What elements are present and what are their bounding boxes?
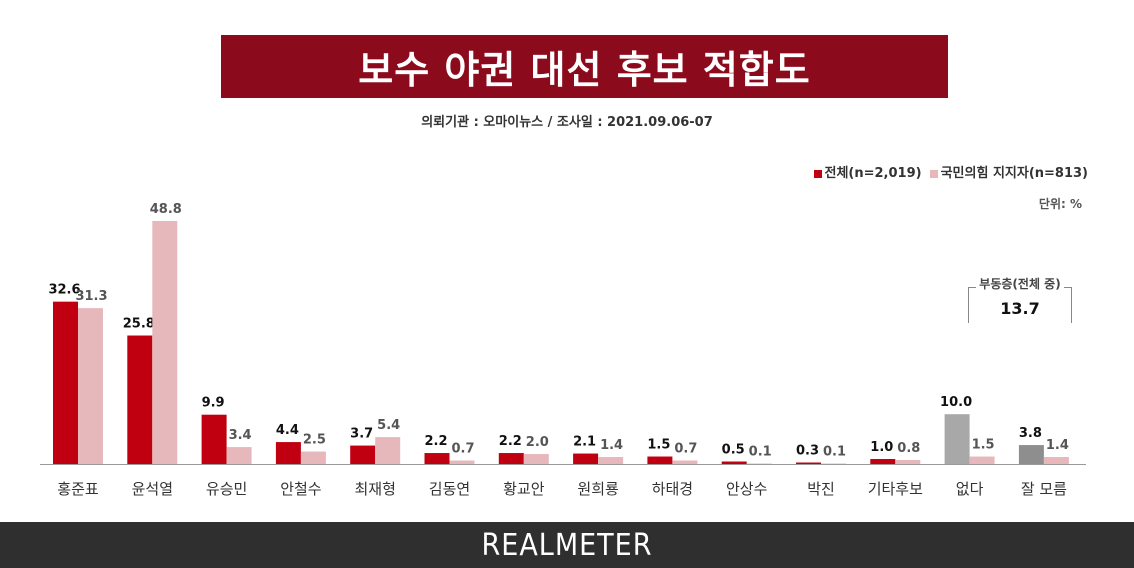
legend: 전체(n=2,019) 국민의힘 지지자(n=813) <box>813 162 1088 181</box>
bar-total <box>647 456 673 464</box>
data-label-supporters: 5.4 <box>377 418 400 433</box>
category-label: 유승민 <box>206 480 247 498</box>
category-label: 없다 <box>956 480 984 498</box>
bar-supporters <box>375 437 401 464</box>
category-label: 윤석열 <box>132 480 173 498</box>
data-label-supporters: 48.8 <box>150 202 182 217</box>
data-label-supporters: 0.1 <box>749 445 772 460</box>
category-label: 황교안 <box>503 480 545 498</box>
bar-supporters <box>598 457 624 464</box>
category-label: 잘 모름 <box>1021 480 1067 498</box>
data-label-supporters: 2.0 <box>526 435 549 450</box>
data-label-total: 0.3 <box>796 444 819 459</box>
bar-total <box>498 453 524 464</box>
bar-total <box>275 442 301 464</box>
bar-total <box>1018 445 1044 464</box>
data-label-total: 9.9 <box>202 396 225 411</box>
legend-label-supporters: 국민의힘 지지자(n=813) <box>940 166 1088 181</box>
category-label: 홍준표 <box>57 480 99 498</box>
bar-supporters <box>226 447 252 464</box>
category-label: 박진 <box>807 480 835 498</box>
category-label: 기타후보 <box>868 480 923 498</box>
bar-total <box>53 301 78 464</box>
category-label: 안상수 <box>726 480 767 498</box>
category-label: 안철수 <box>280 480 321 498</box>
data-label-supporters: 2.5 <box>303 433 326 448</box>
data-label-total: 4.4 <box>276 423 299 438</box>
category-label: 김동연 <box>429 480 470 498</box>
floating-voters-value: 13.7 <box>1000 299 1040 318</box>
category-label: 하태경 <box>652 480 693 498</box>
bar-supporters <box>895 460 921 464</box>
unit-label: 단위: % <box>1038 197 1082 211</box>
data-label-supporters: 0.7 <box>674 442 697 457</box>
data-label-supporters: 1.5 <box>972 438 995 453</box>
category-label: 최재형 <box>354 480 395 498</box>
bar-total <box>796 462 821 464</box>
data-label-total: 2.2 <box>424 434 447 449</box>
legend-swatch-total <box>813 169 822 178</box>
data-label-supporters: 0.7 <box>451 442 474 457</box>
data-label-total: 0.5 <box>722 443 745 458</box>
data-label-total: 2.1 <box>573 435 596 450</box>
bar-total <box>350 445 376 464</box>
legend-item-total: 전체(n=2,019) <box>813 162 922 181</box>
bar-total <box>944 414 970 464</box>
data-label-supporters: 0.8 <box>897 441 920 456</box>
bar-supporters <box>300 451 326 464</box>
data-label-total: 2.2 <box>499 434 522 449</box>
bar-supporters <box>1043 457 1069 464</box>
footer-brand: REALMETER <box>0 522 1134 568</box>
bar-supporters <box>969 456 995 464</box>
data-label-total: 25.8 <box>123 317 155 332</box>
bar-supporters <box>449 460 475 464</box>
bar-total <box>721 461 747 464</box>
bar-total <box>424 453 450 464</box>
data-label-supporters: 3.4 <box>229 428 252 443</box>
bar-total <box>127 335 153 464</box>
bar-supporters <box>672 460 698 464</box>
data-label-total: 1.5 <box>647 438 670 453</box>
data-label-total: 3.7 <box>350 427 373 442</box>
floating-voters-label: 부동층(전체 중) <box>979 277 1061 291</box>
category-label: 원희룡 <box>577 480 619 498</box>
legend-label-total: 전체(n=2,019) <box>824 166 922 181</box>
bar-supporters <box>152 220 178 464</box>
data-label-supporters: 1.4 <box>1046 438 1069 453</box>
bar-total <box>870 459 896 464</box>
bar-supporters <box>78 308 103 464</box>
data-label-total: 32.6 <box>48 283 80 298</box>
data-label-supporters: 31.3 <box>75 289 107 304</box>
floating-voters-bracket <box>968 287 1072 323</box>
chart-title: 보수 야권 대선 후보 적합도 <box>221 35 948 98</box>
bar-total <box>201 414 227 464</box>
data-label-total: 3.8 <box>1019 426 1042 441</box>
bar-total <box>573 453 599 464</box>
legend-item-supporters: 국민의힘 지지자(n=813) <box>929 162 1088 181</box>
chart-subtitle: 의뢰기관 : 오마이뉴스 / 조사일 : 2021.09.06-07 <box>421 115 713 130</box>
bar-supporters <box>523 454 549 464</box>
data-label-total: 10.0 <box>940 395 972 410</box>
data-label-total: 1.0 <box>870 440 893 455</box>
data-label-supporters: 1.4 <box>600 438 623 453</box>
data-label-supporters: 0.1 <box>823 445 846 460</box>
legend-swatch-supporters <box>929 169 938 178</box>
